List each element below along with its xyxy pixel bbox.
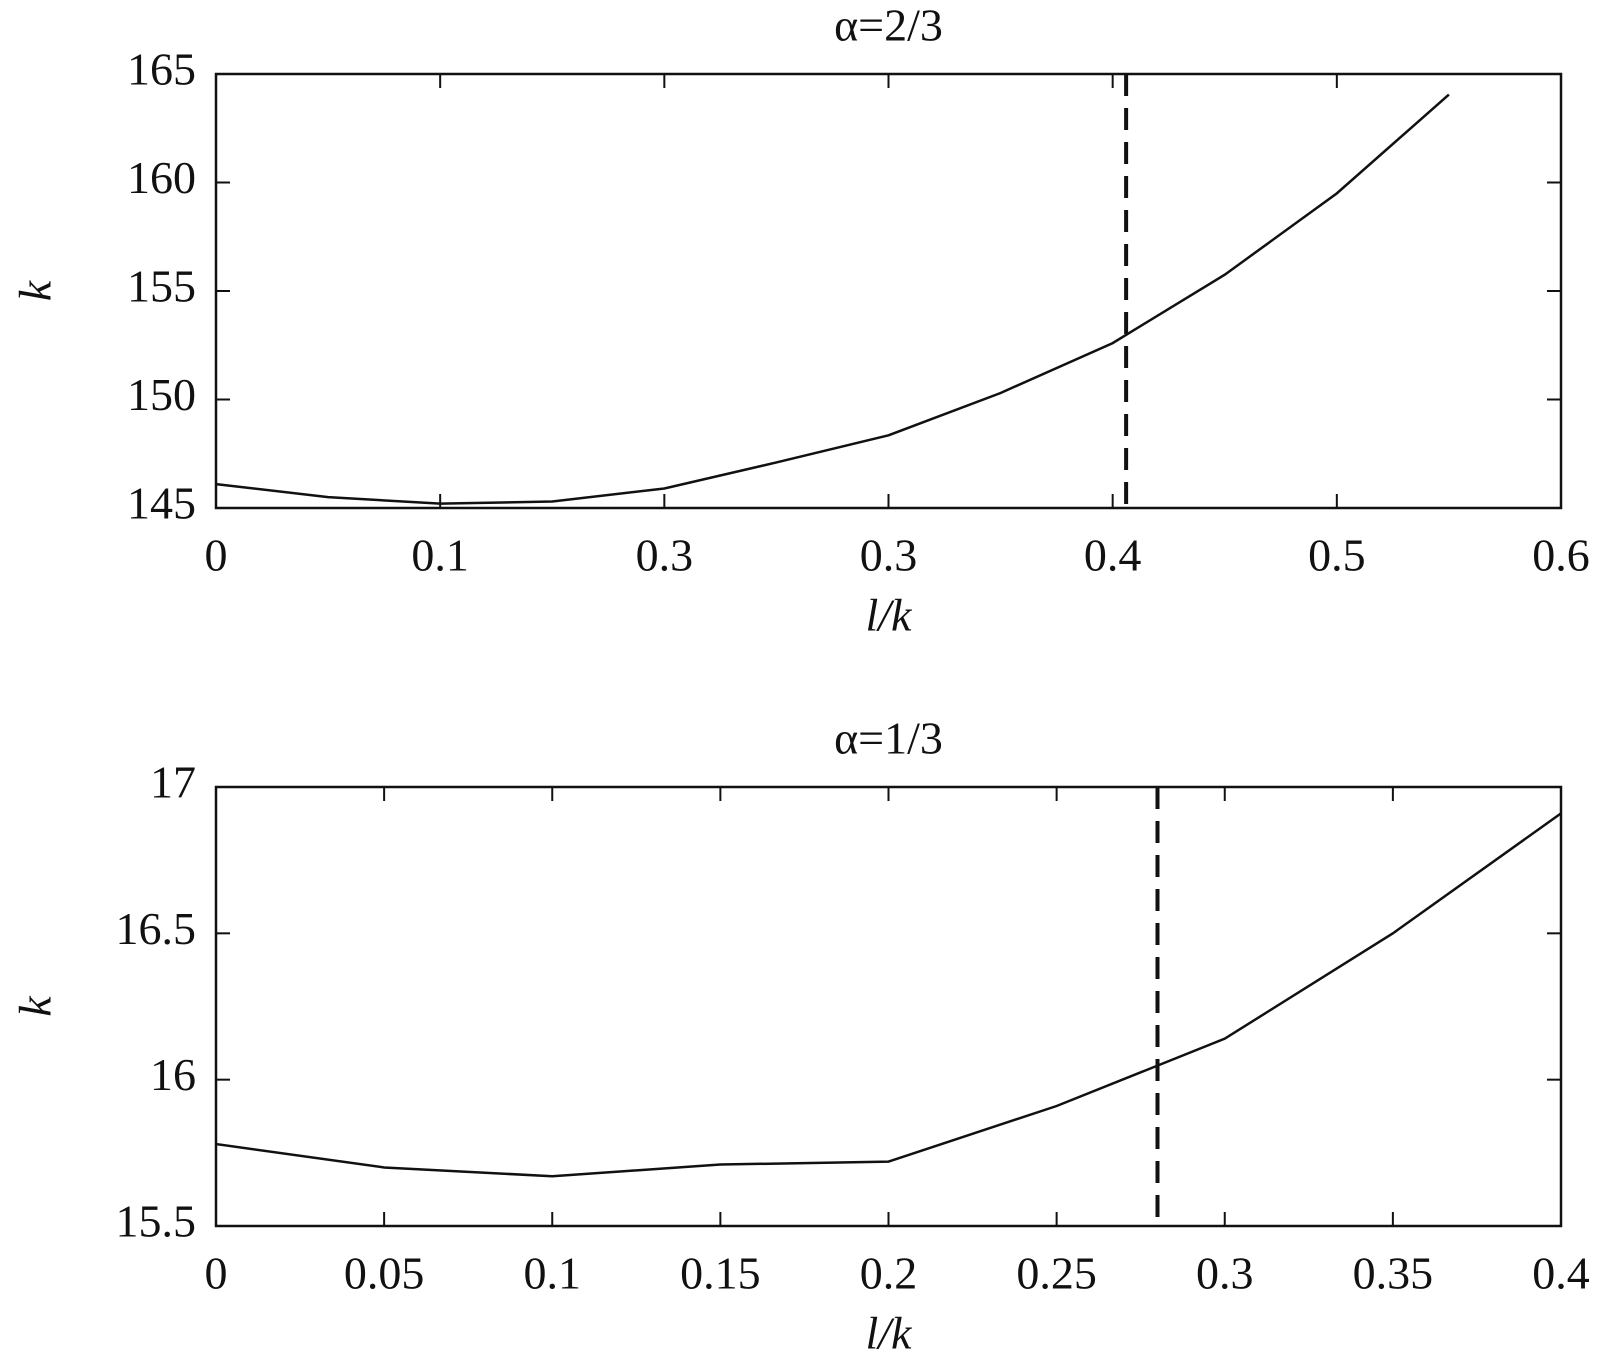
x-tick-label: 0.35 xyxy=(1353,1248,1434,1299)
y-tick-label: 16 xyxy=(150,1049,196,1100)
data-line xyxy=(215,93,1450,505)
x-tick-label: 0.1 xyxy=(524,1248,582,1299)
plot-frame xyxy=(214,785,1563,1228)
y-axis-label: k xyxy=(10,279,61,301)
y-tick-label: 145 xyxy=(127,478,196,529)
x-axis-label: l/k xyxy=(866,590,914,641)
y-tick-label: 16.5 xyxy=(116,903,197,954)
y-tick-label: 150 xyxy=(127,369,196,420)
x-tick-label: 0.6 xyxy=(1532,530,1590,581)
x-tick-label: 0.3 xyxy=(1196,1248,1254,1299)
x-tick-label: 0.3 xyxy=(860,530,918,581)
x-tick-label: 0 xyxy=(205,1248,228,1299)
x-tick-label: 0.1 xyxy=(411,530,469,581)
data-line xyxy=(215,812,1562,1178)
chart-title: α=2/3 xyxy=(834,0,943,51)
y-tick-label: 160 xyxy=(127,152,196,203)
x-tick-label: 0.2 xyxy=(860,1248,918,1299)
y-tick-label: 15.5 xyxy=(116,1196,197,1247)
x-tick-label: 0.4 xyxy=(1532,1248,1590,1299)
plot-frame xyxy=(214,72,1563,510)
y-tick-label: 165 xyxy=(127,44,196,95)
x-tick-label: 0.3 xyxy=(636,530,694,581)
y-axis-label: k xyxy=(10,995,61,1017)
x-tick-label: 0.05 xyxy=(344,1248,425,1299)
chart-title: α=1/3 xyxy=(834,713,943,764)
x-tick-label: 0.5 xyxy=(1308,530,1366,581)
x-tick-label: 0.15 xyxy=(680,1248,761,1299)
y-tick-label: 155 xyxy=(127,261,196,312)
x-tick-label: 0 xyxy=(205,530,228,581)
x-tick-label: 0.25 xyxy=(1016,1248,1097,1299)
x-tick-label: 0.4 xyxy=(1084,530,1142,581)
x-axis-label: l/k xyxy=(866,1308,914,1359)
y-tick-label: 17 xyxy=(150,757,196,808)
